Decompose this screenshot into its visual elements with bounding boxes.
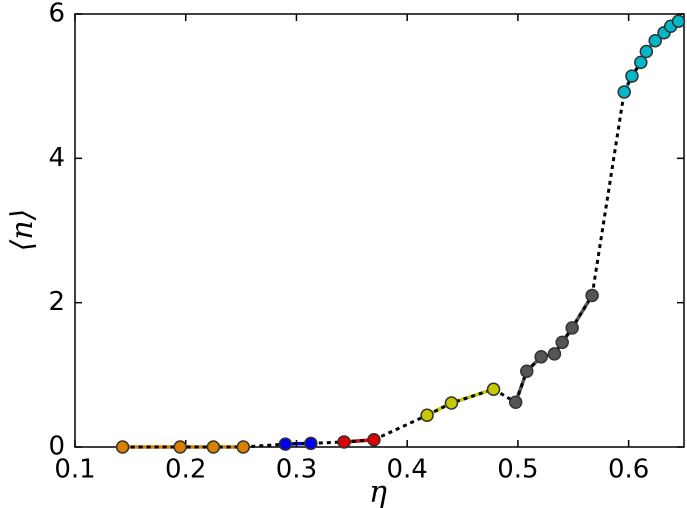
- point: [367, 433, 381, 447]
- point: [173, 440, 187, 454]
- point: [278, 437, 293, 451]
- x-tick-label: 0.2: [165, 455, 206, 485]
- x-tick-label: 0.6: [608, 455, 649, 485]
- point: [486, 382, 501, 397]
- point: [206, 440, 221, 454]
- y-tick-label: 0: [48, 432, 65, 462]
- plot-frame: [74, 13, 685, 448]
- x-tick-label: 0.1: [54, 455, 95, 485]
- point: [585, 288, 599, 303]
- point: [648, 33, 662, 48]
- point: [634, 55, 648, 70]
- point: [565, 321, 579, 335]
- x-tick-label: 0.3: [276, 455, 317, 485]
- y-tick-label: 2: [48, 287, 65, 317]
- point: [547, 347, 562, 361]
- point: [236, 440, 251, 454]
- point: [520, 364, 534, 378]
- point: [625, 69, 639, 83]
- dotted-connector: [373, 413, 428, 442]
- point: [639, 44, 654, 59]
- dotted-connector: [243, 442, 286, 449]
- dotted-connector: [590, 91, 626, 296]
- point: [304, 436, 318, 451]
- point: [534, 350, 548, 364]
- point: [337, 435, 351, 449]
- x-tick-label: 0.4: [387, 455, 428, 485]
- point: [508, 395, 523, 410]
- point: [617, 85, 631, 99]
- x-tick-label: 0.5: [497, 455, 538, 485]
- point: [420, 408, 434, 422]
- point: [671, 14, 686, 28]
- point: [115, 440, 130, 454]
- point: [444, 396, 459, 410]
- point: [555, 335, 569, 350]
- y-tick-label: 4: [48, 143, 65, 173]
- y-tick-label: 6: [48, 0, 65, 29]
- y-axis-label: ⟨n⟩: [5, 209, 40, 252]
- x-axis-label: η: [369, 475, 387, 508]
